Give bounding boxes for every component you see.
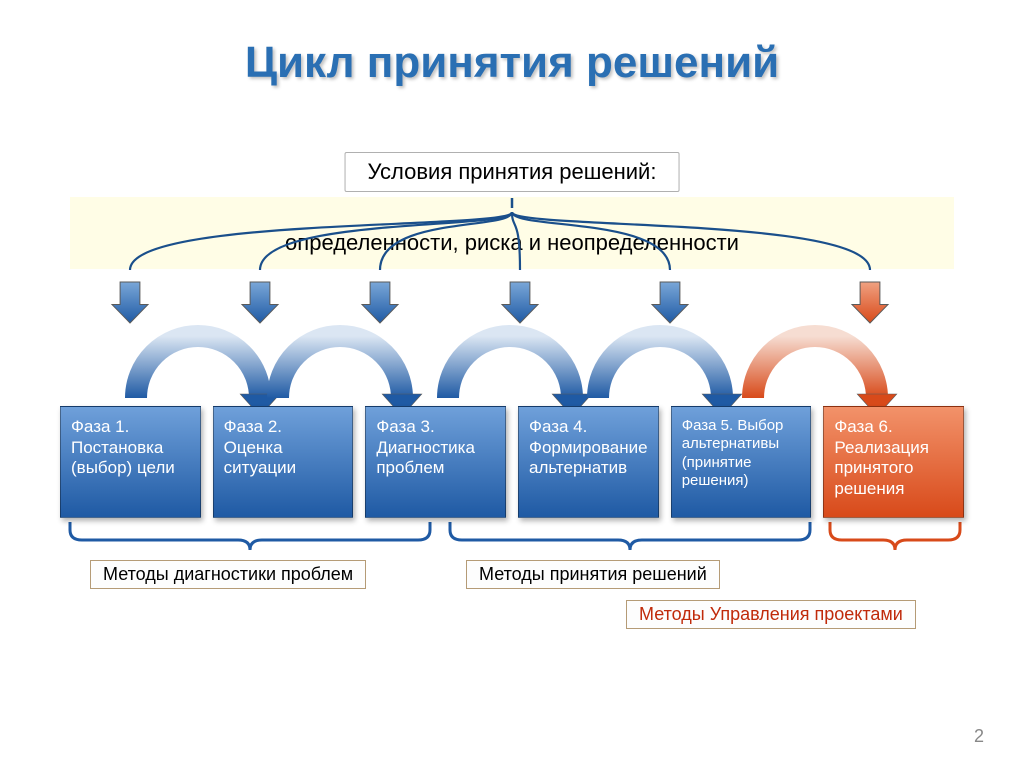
- phase-box-1: Фаза 1. Постановка (выбор) цели: [60, 406, 201, 518]
- phase-box-2: Фаза 2. Оценка ситуации: [213, 406, 354, 518]
- method-label-1: Методы принятия решений: [466, 560, 720, 589]
- diagram-svg: [0, 0, 1024, 767]
- phase-row: Фаза 1. Постановка (выбор) целиФаза 2. О…: [60, 406, 964, 518]
- phase-box-4: Фаза 4. Формирование альтернатив: [518, 406, 659, 518]
- conditions-text: определенности, риска и неопределенности: [285, 230, 739, 256]
- method-label-0: Методы диагностики проблем: [90, 560, 366, 589]
- phase-box-5: Фаза 5. Выбор альтернативы (принятие реш…: [671, 406, 812, 518]
- subtitle-box: Условия принятия решений:: [345, 152, 680, 192]
- phase-box-3: Фаза 3. Диагностика проблем: [365, 406, 506, 518]
- page-title: Цикл принятия решений: [0, 0, 1024, 88]
- method-label-2: Методы Управления проектами: [626, 600, 916, 629]
- page-number: 2: [974, 726, 984, 747]
- phase-box-6: Фаза 6. Реализация принятого решения: [823, 406, 964, 518]
